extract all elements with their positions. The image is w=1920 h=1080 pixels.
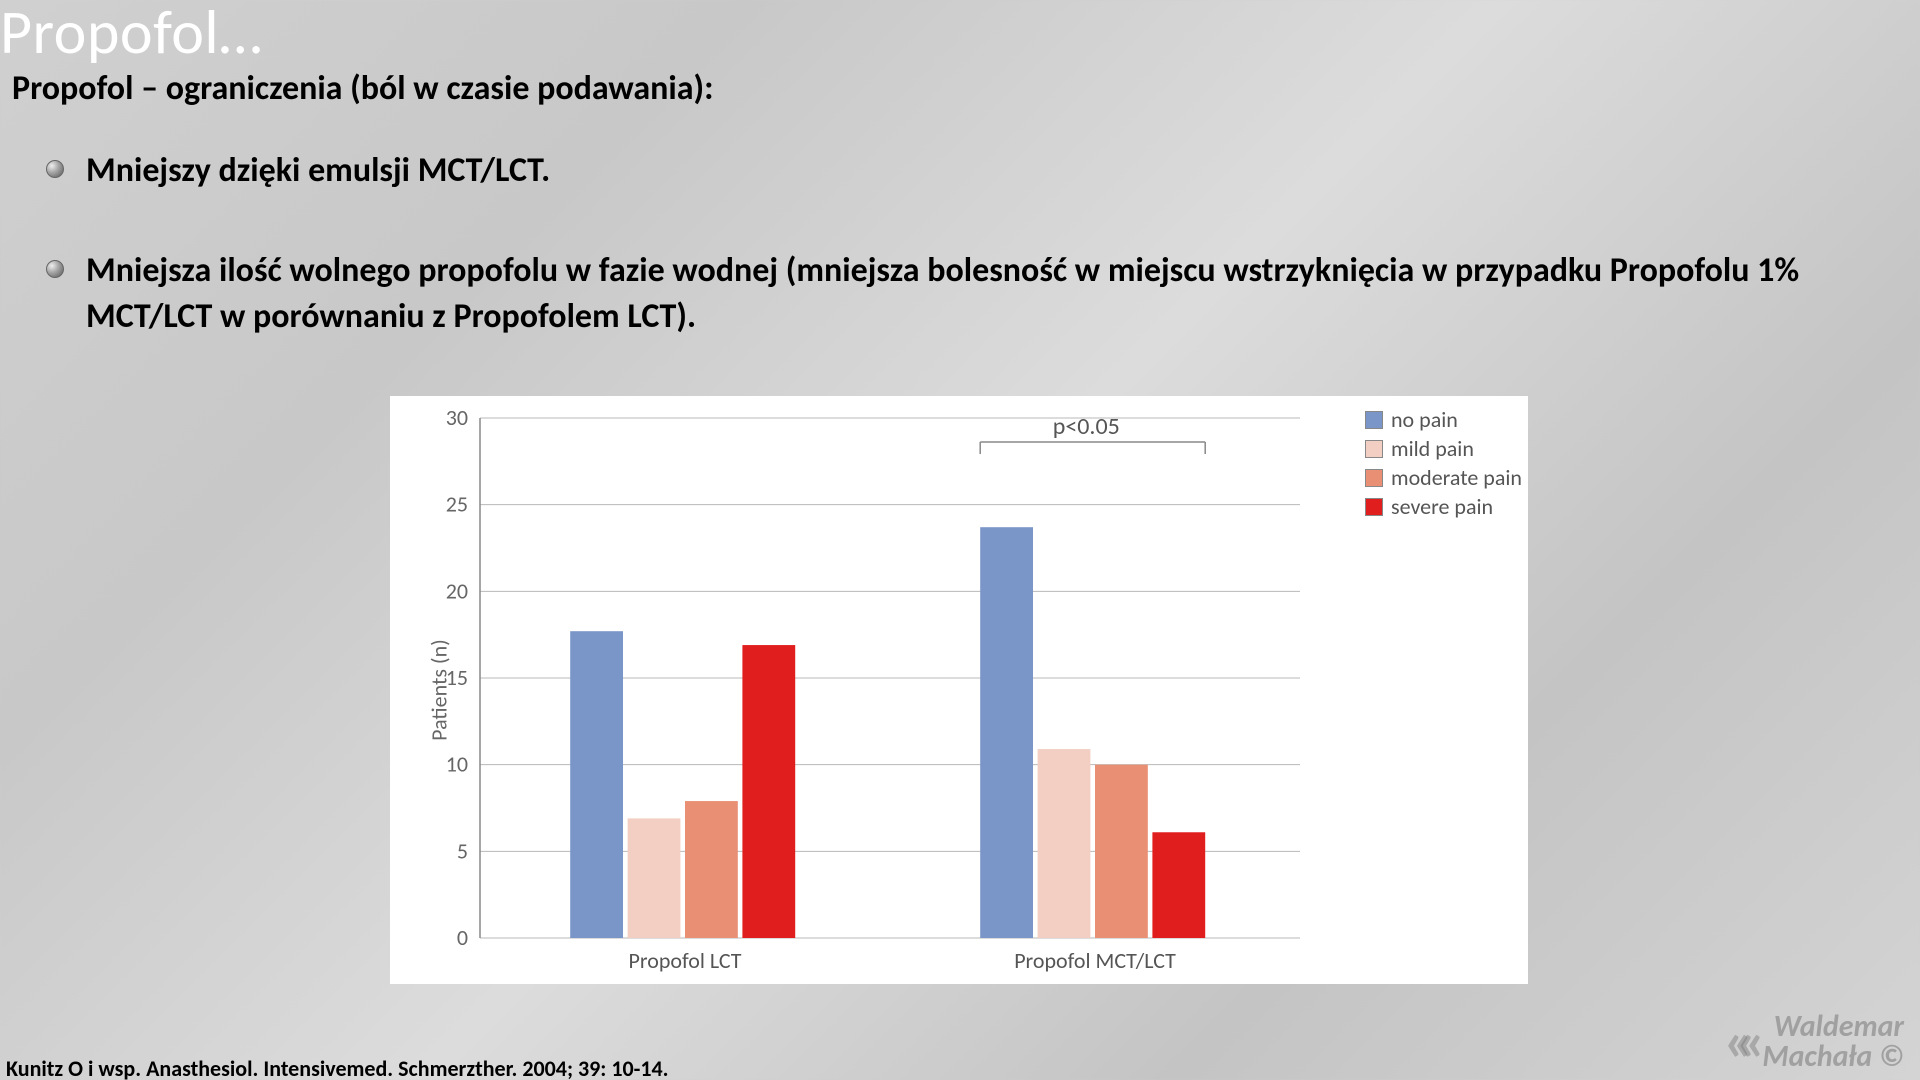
chart-ylabel: Patients (n): [425, 639, 452, 741]
legend-label: moderate pain: [1391, 464, 1522, 491]
watermark-text: Waldemar Machała ©: [1762, 1012, 1904, 1072]
bullet-item: Mniejsza ilość wolnego propofolu w fazie…: [46, 248, 1880, 340]
svg-text:Propofol LCT: Propofol LCT: [629, 947, 742, 974]
svg-text:Propofol MCT/LCT: Propofol MCT/LCT: [1014, 947, 1176, 974]
legend-swatch: [1365, 440, 1383, 458]
legend-swatch: [1365, 498, 1383, 516]
bullet-text: Mniejsza ilość wolnego propofolu w fazie…: [86, 248, 1880, 340]
svg-text:20: 20: [446, 577, 468, 604]
svg-text:10: 10: [446, 751, 468, 778]
svg-text:30: 30: [446, 404, 468, 431]
bullet-list: Mniejszy dzięki emulsji MCT/LCT. Mniejsz…: [46, 148, 1880, 394]
svg-text:25: 25: [446, 491, 468, 518]
slide-title: Propofol…: [0, 0, 262, 70]
watermark-chevron-icon: ««: [1724, 1014, 1748, 1070]
legend-label: severe pain: [1391, 493, 1493, 520]
bullet-icon: [46, 160, 64, 178]
watermark-line2: Machała ©: [1762, 1038, 1904, 1075]
legend-swatch: [1365, 411, 1383, 429]
bullet-icon: [46, 260, 64, 278]
legend-item: severe pain: [1365, 493, 1522, 520]
chart-svg: 051015202530Propofol LCTPropofol MCT/LCT: [390, 396, 1528, 984]
citation-text: Kunitz O i wsp. Anasthesiol. Intensiveme…: [6, 1055, 669, 1080]
bullet-text: Mniejszy dzięki emulsji MCT/LCT.: [86, 148, 550, 194]
watermark: «« Waldemar Machała ©: [1724, 1012, 1904, 1072]
bullet-item: Mniejszy dzięki emulsji MCT/LCT.: [46, 148, 1880, 194]
legend-swatch: [1365, 469, 1383, 487]
svg-text:0: 0: [457, 924, 468, 951]
slide-subtitle: Propofol – ograniczenia (ból w czasie po…: [12, 68, 714, 109]
legend-label: mild pain: [1391, 435, 1474, 462]
pain-chart: 051015202530Propofol LCTPropofol MCT/LCT…: [390, 396, 1528, 984]
svg-text:5: 5: [457, 837, 468, 864]
legend-item: mild pain: [1365, 435, 1522, 462]
legend-item: moderate pain: [1365, 464, 1522, 491]
chart-annotation: p<0.05: [1053, 412, 1120, 441]
chart-legend: no painmild painmoderate painsevere pain: [1365, 406, 1522, 522]
legend-item: no pain: [1365, 406, 1522, 433]
legend-label: no pain: [1391, 406, 1458, 433]
